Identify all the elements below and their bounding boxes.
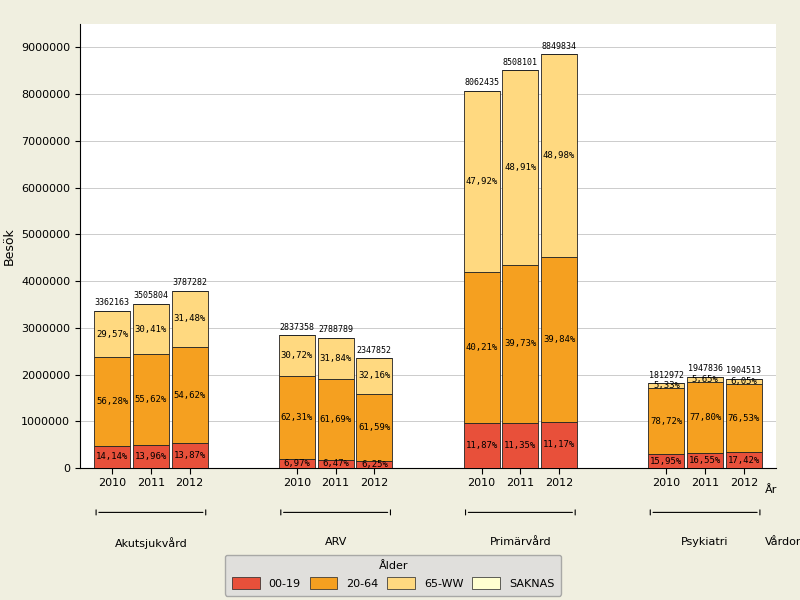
Bar bbox=[464, 272, 499, 423]
Bar bbox=[542, 422, 577, 468]
Bar bbox=[94, 358, 130, 446]
Bar bbox=[649, 388, 684, 454]
Bar bbox=[133, 445, 169, 468]
Text: 5,65%: 5,65% bbox=[692, 375, 718, 384]
Text: 55,62%: 55,62% bbox=[134, 395, 167, 404]
Text: 32,16%: 32,16% bbox=[358, 371, 390, 380]
Bar bbox=[726, 379, 762, 385]
Text: 31,84%: 31,84% bbox=[319, 354, 352, 363]
Text: 48,91%: 48,91% bbox=[504, 163, 537, 172]
Text: 2788789: 2788789 bbox=[318, 325, 353, 334]
Text: 6,47%: 6,47% bbox=[322, 459, 349, 468]
Text: 3505804: 3505804 bbox=[134, 292, 169, 301]
Y-axis label: Besök: Besök bbox=[2, 227, 15, 265]
Bar bbox=[94, 446, 130, 468]
Bar bbox=[172, 291, 207, 347]
Text: 61,69%: 61,69% bbox=[319, 415, 352, 424]
Text: 17,42%: 17,42% bbox=[728, 456, 760, 465]
Text: 77,80%: 77,80% bbox=[689, 413, 722, 422]
Text: 56,28%: 56,28% bbox=[96, 397, 128, 406]
Text: 1947836: 1947836 bbox=[687, 364, 722, 373]
Text: 3787282: 3787282 bbox=[172, 278, 207, 287]
Bar bbox=[318, 460, 354, 468]
Text: Primärvård: Primärvård bbox=[490, 537, 551, 547]
Text: Vårdområde: Vårdområde bbox=[766, 537, 800, 547]
Text: 30,72%: 30,72% bbox=[281, 351, 313, 360]
Text: 1904513: 1904513 bbox=[726, 366, 762, 375]
Bar bbox=[464, 91, 499, 272]
Text: 1812972: 1812972 bbox=[649, 371, 684, 380]
Text: 78,72%: 78,72% bbox=[650, 416, 682, 425]
Bar bbox=[94, 311, 130, 358]
Text: Psykiatri: Psykiatri bbox=[682, 537, 729, 547]
Text: 11,35%: 11,35% bbox=[504, 441, 537, 450]
Bar bbox=[318, 379, 354, 460]
Bar bbox=[687, 453, 723, 468]
Bar bbox=[318, 338, 354, 379]
Text: 2347852: 2347852 bbox=[357, 346, 392, 355]
Text: 30,41%: 30,41% bbox=[134, 325, 167, 334]
Bar bbox=[172, 443, 207, 468]
Text: 8508101: 8508101 bbox=[503, 58, 538, 67]
Bar bbox=[279, 376, 314, 459]
Text: 54,62%: 54,62% bbox=[174, 391, 206, 400]
Text: 8849834: 8849834 bbox=[542, 41, 577, 50]
Bar bbox=[542, 257, 577, 422]
Text: 16,55%: 16,55% bbox=[689, 456, 722, 465]
Text: 39,73%: 39,73% bbox=[504, 340, 537, 349]
Text: 76,53%: 76,53% bbox=[728, 414, 760, 423]
Bar bbox=[502, 423, 538, 468]
Legend: 00-19, 20-64, 65-WW, SAKNAS: 00-19, 20-64, 65-WW, SAKNAS bbox=[226, 554, 561, 596]
Text: 5,33%: 5,33% bbox=[653, 381, 680, 390]
Text: 11,17%: 11,17% bbox=[543, 440, 575, 449]
Text: 6,05%: 6,05% bbox=[730, 377, 758, 386]
Bar bbox=[649, 454, 684, 468]
Text: 47,92%: 47,92% bbox=[466, 177, 498, 186]
Text: 48,98%: 48,98% bbox=[543, 151, 575, 160]
Bar bbox=[502, 70, 538, 265]
Text: 3362163: 3362163 bbox=[94, 298, 130, 307]
Bar bbox=[649, 383, 684, 388]
Text: 14,14%: 14,14% bbox=[96, 452, 128, 461]
Text: 6,97%: 6,97% bbox=[283, 459, 310, 468]
Bar bbox=[357, 394, 392, 461]
Bar bbox=[133, 304, 169, 354]
Bar bbox=[687, 382, 723, 453]
Text: 39,84%: 39,84% bbox=[543, 335, 575, 344]
Text: 62,31%: 62,31% bbox=[281, 413, 313, 422]
Bar bbox=[357, 358, 392, 394]
Bar bbox=[726, 385, 762, 452]
Bar bbox=[502, 265, 538, 423]
Text: 31,48%: 31,48% bbox=[174, 314, 206, 323]
Text: 29,57%: 29,57% bbox=[96, 329, 128, 338]
Bar bbox=[726, 452, 762, 468]
Text: 40,21%: 40,21% bbox=[466, 343, 498, 352]
Text: 2837358: 2837358 bbox=[279, 323, 314, 332]
Bar bbox=[279, 459, 314, 468]
Text: 15,95%: 15,95% bbox=[650, 457, 682, 466]
Text: ARV: ARV bbox=[325, 537, 347, 547]
Text: 13,87%: 13,87% bbox=[174, 451, 206, 460]
Text: År: År bbox=[766, 485, 778, 495]
Bar bbox=[172, 347, 207, 443]
Bar bbox=[357, 461, 392, 468]
Bar bbox=[279, 335, 314, 376]
Bar bbox=[542, 55, 577, 257]
Bar bbox=[687, 377, 723, 382]
Text: Akutsjukvård: Akutsjukvård bbox=[114, 537, 187, 549]
Bar bbox=[133, 354, 169, 445]
Bar bbox=[464, 423, 499, 468]
Text: 6,25%: 6,25% bbox=[361, 460, 388, 469]
Text: 11,87%: 11,87% bbox=[466, 441, 498, 450]
Text: 8062435: 8062435 bbox=[464, 79, 499, 88]
Text: 13,96%: 13,96% bbox=[134, 452, 167, 461]
Text: 61,59%: 61,59% bbox=[358, 423, 390, 432]
